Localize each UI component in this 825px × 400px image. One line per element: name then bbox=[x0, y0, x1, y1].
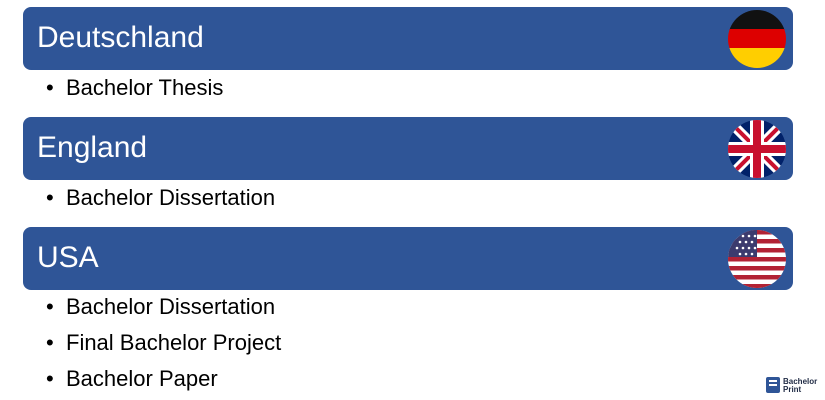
list-item: Final Bachelor Project bbox=[66, 330, 281, 355]
bullet: • bbox=[46, 330, 54, 355]
section-bar bbox=[23, 227, 793, 290]
logo: Bachelor Print bbox=[766, 377, 817, 394]
list-item: Bachelor Thesis bbox=[66, 75, 223, 100]
section-title: Deutschland bbox=[37, 21, 204, 54]
section-title: USA bbox=[37, 241, 99, 274]
list-item: Bachelor Paper bbox=[66, 366, 218, 391]
flag-germany bbox=[728, 10, 786, 68]
logo-text: Print bbox=[783, 385, 802, 394]
logo-text: Bachelor bbox=[783, 377, 817, 386]
section-bar bbox=[23, 7, 793, 70]
section-title: England bbox=[37, 131, 147, 164]
bullet: • bbox=[46, 294, 54, 319]
bullet: • bbox=[46, 75, 54, 100]
bullet: • bbox=[46, 366, 54, 391]
flag-uk bbox=[728, 120, 786, 178]
bullet: • bbox=[46, 185, 54, 210]
list-item: Bachelor Dissertation bbox=[66, 185, 275, 210]
list-item: Bachelor Dissertation bbox=[66, 294, 275, 319]
section-bar bbox=[23, 117, 793, 180]
